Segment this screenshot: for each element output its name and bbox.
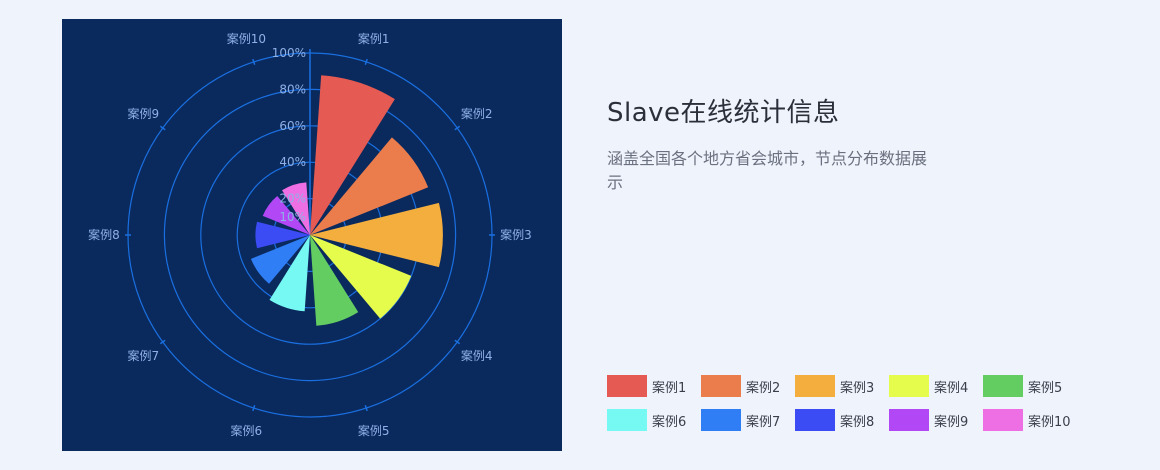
legend-label: 案例2 xyxy=(746,380,781,396)
rose-slice-3[interactable] xyxy=(310,202,443,268)
legend-label: 案例4 xyxy=(934,380,969,396)
legend-label: 案例5 xyxy=(1028,380,1063,396)
ring-tick xyxy=(252,405,256,412)
ring-tick xyxy=(364,58,368,65)
rose-slice-6[interactable] xyxy=(269,235,310,312)
ring-tick xyxy=(252,58,256,65)
legend-item-2[interactable]: 案例2 xyxy=(701,375,795,397)
rose-slice-7[interactable] xyxy=(250,235,310,284)
chart-legend: 案例1 案例2 案例3 案例4 案例5 案例6 案例7 案例8 案例9 案例10 xyxy=(607,375,1077,431)
legend-swatch xyxy=(889,375,929,397)
legend-label: 案例10 xyxy=(1028,414,1071,430)
legend-swatch xyxy=(795,409,835,431)
radial-tick-label: 10% xyxy=(279,210,306,224)
legend-label: 案例3 xyxy=(840,380,875,396)
legend-swatch xyxy=(983,375,1023,397)
category-label-7: 案例7 xyxy=(128,348,160,363)
category-label-8: 案例8 xyxy=(88,227,120,242)
info-title: Slave在线统计信息 xyxy=(607,98,840,128)
info-description: 涵盖全国各个地方省会城市，节点分布数据展示 xyxy=(607,149,928,192)
category-label-10: 案例10 xyxy=(227,31,266,46)
chart-slices xyxy=(250,75,443,326)
ring-tick xyxy=(159,125,166,131)
category-label-4: 案例4 xyxy=(461,348,493,363)
legend-item-7[interactable]: 案例7 xyxy=(701,409,795,431)
rose-chart: 10%20%40%60%80%100% 案例1案例2案例3案例4案例5案例6案例… xyxy=(88,31,532,438)
rose-slice-10[interactable] xyxy=(282,182,310,235)
legend-item-5[interactable]: 案例5 xyxy=(983,375,1077,397)
radial-tick-label: 60% xyxy=(279,119,306,133)
legend-item-8[interactable]: 案例8 xyxy=(795,409,889,431)
category-label-3: 案例3 xyxy=(500,227,532,242)
chart-rings xyxy=(125,49,495,418)
legend-item-1[interactable]: 案例1 xyxy=(607,375,701,397)
legend-swatch xyxy=(607,375,647,397)
legend-label: 案例6 xyxy=(652,414,687,430)
radial-tick-label: 40% xyxy=(279,155,306,169)
chart-panel: 10% 20% 40% 60% 80% 100% 案例1 案例2 案例3 案例4 案例5 案例6 案例… xyxy=(62,19,562,451)
legend-swatch xyxy=(701,409,741,431)
legend-item-10[interactable]: 案例10 xyxy=(983,409,1077,431)
legend-label: 案例9 xyxy=(934,414,969,430)
legend-label: 案例1 xyxy=(652,380,687,396)
legend-swatch xyxy=(889,409,929,431)
chart-tick-labels: 10% 20% 40% 60% 80% 100% xyxy=(272,46,306,224)
category-label-1: 案例1 xyxy=(358,31,390,46)
legend-swatch xyxy=(795,375,835,397)
ring-tick xyxy=(454,339,461,345)
legend-swatch xyxy=(983,409,1023,431)
legend-item-3[interactable]: 案例3 xyxy=(795,375,889,397)
rose-slice-1[interactable] xyxy=(310,75,395,236)
category-label-5: 案例5 xyxy=(358,423,390,438)
category-label-6: 案例6 xyxy=(231,423,263,438)
legend-item-4[interactable]: 案例4 xyxy=(889,375,983,397)
rose-slice-4[interactable] xyxy=(310,235,412,319)
legend-item-9[interactable]: 案例9 xyxy=(889,409,983,431)
radial-tick-label: 100% xyxy=(272,46,306,60)
ring-tick xyxy=(159,339,166,345)
legend-swatch xyxy=(701,375,741,397)
chart-category-labels: 案例1 案例2 案例3 案例4 案例5 案例6 案例7 案例8 案例9 案例10 xyxy=(88,31,532,438)
rose-slice-5[interactable] xyxy=(310,235,359,326)
category-label-9: 案例9 xyxy=(128,106,160,121)
info-block: Slave在线统计信息 涵盖全国各个地方省会城市，节点分布数据展示 xyxy=(607,92,1127,195)
ring-tick xyxy=(364,405,368,412)
radial-tick-label: 80% xyxy=(279,82,306,96)
legend-label: 案例7 xyxy=(746,414,781,430)
ring-tick xyxy=(454,125,461,131)
rose-slice-2[interactable] xyxy=(310,137,429,235)
legend-item-6[interactable]: 案例6 xyxy=(607,409,701,431)
rose-slice-9[interactable] xyxy=(262,195,310,235)
rose-slice-8[interactable] xyxy=(255,221,310,249)
category-label-2: 案例2 xyxy=(461,106,493,121)
legend-swatch xyxy=(607,409,647,431)
radial-tick-label: 20% xyxy=(279,192,306,206)
legend-label: 案例8 xyxy=(840,414,875,430)
